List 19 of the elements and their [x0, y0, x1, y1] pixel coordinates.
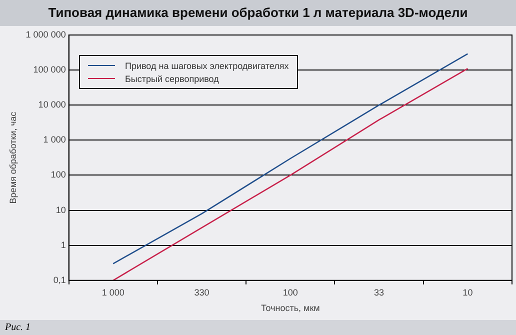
x-tick-label: 1 000	[102, 287, 124, 298]
y-tick-label: 100	[50, 170, 66, 180]
y-tick-label: 1	[60, 240, 66, 250]
legend-label: Быстрый сервопривод	[124, 72, 220, 85]
y-axis-title: Время обработки, час	[8, 111, 18, 204]
x-tick-label: 33	[374, 287, 384, 298]
y-tick-label: 1 000	[43, 134, 66, 145]
y-tick-label: 10 000	[38, 100, 66, 110]
y-tick-label: 10	[56, 204, 66, 215]
legend-label: Привод на шаговых электродвигателях	[124, 60, 289, 72]
x-axis-title: Точность, мкм	[260, 303, 320, 314]
x-tick-label: 100	[282, 287, 298, 298]
chart-title: Типовая динамика времени обработки 1 л материала 3D-модели	[0, 0, 516, 26]
y-tick-label: 0,1	[53, 274, 66, 285]
x-tick-label: 330	[194, 287, 210, 298]
x-tick-label: 10	[462, 287, 473, 298]
y-tick-label: 100 000	[33, 64, 66, 75]
text: Рис. 1	[5, 322, 31, 333]
y-tick-label: 1 000 000	[26, 29, 66, 40]
